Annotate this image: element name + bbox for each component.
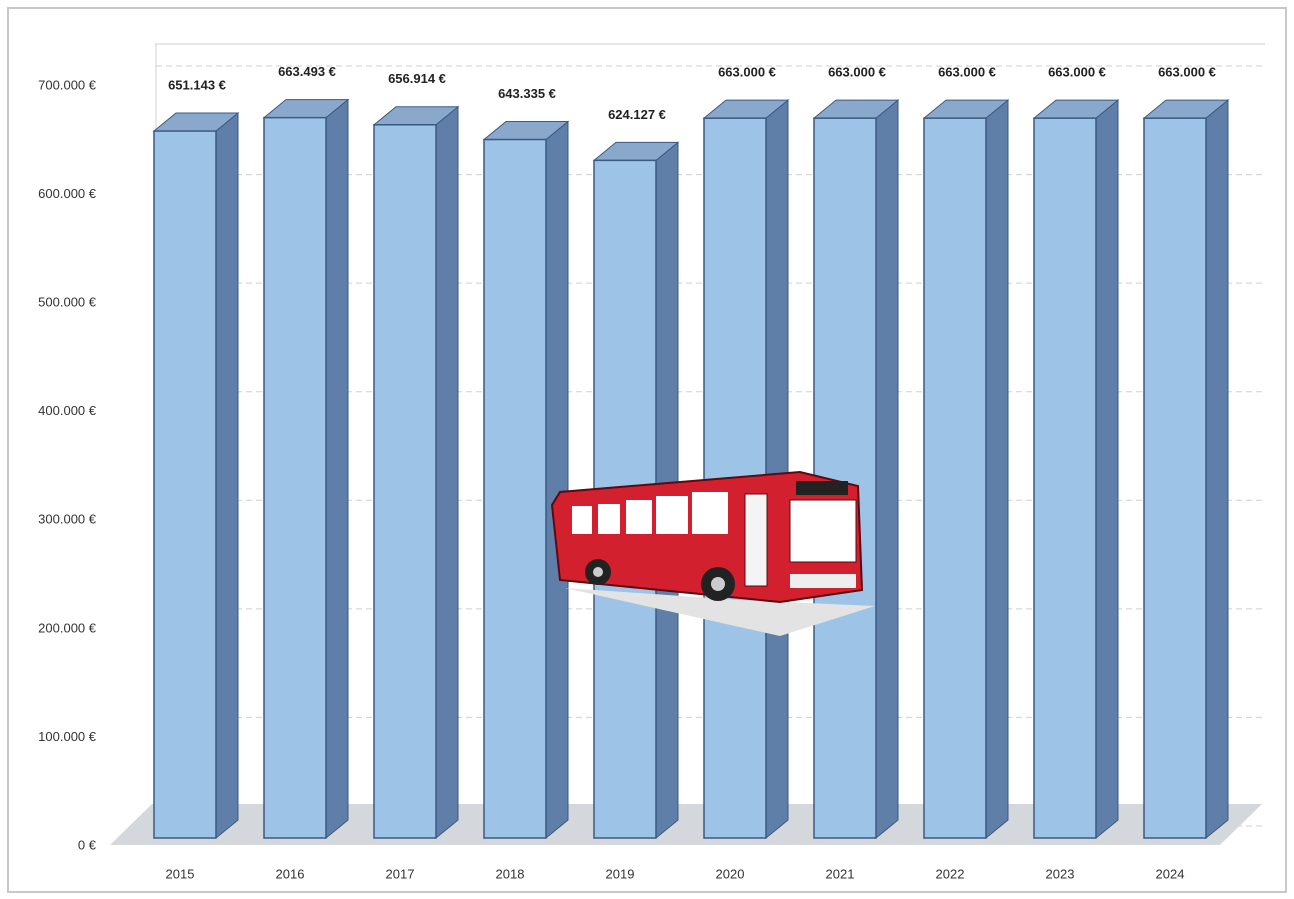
- bus-hub: [711, 577, 725, 591]
- bus-window: [626, 500, 652, 534]
- x-tick-label: 2017: [386, 866, 415, 881]
- value-label: 651.143 €: [168, 77, 226, 92]
- bar-side: [215, 111, 239, 840]
- value-label: 643.335 €: [498, 86, 556, 101]
- y-tick-label: 500.000 €: [38, 295, 97, 310]
- bus-illustration: [550, 470, 875, 636]
- bar-side: [985, 99, 1009, 840]
- bus-bumper: [790, 574, 856, 588]
- x-tick-label: 2016: [276, 866, 305, 881]
- bus-hub: [593, 567, 603, 577]
- value-label: 663.000 €: [1048, 65, 1106, 80]
- bar: [1143, 117, 1207, 839]
- bars: [152, 98, 1230, 840]
- bus-window: [598, 504, 620, 534]
- value-label: 656.914 €: [388, 71, 446, 86]
- bus-windshield: [789, 499, 857, 563]
- labels: 0 € 100.000 € 200.000 € 300.000 € 400.000 € 5…: [38, 64, 1216, 881]
- x-tick-label: 2022: [936, 866, 965, 881]
- y-tick-label: 200.000 €: [38, 620, 97, 635]
- x-tick-label: 2019: [606, 866, 635, 881]
- bus-sign: [796, 481, 848, 495]
- bus-window: [692, 492, 728, 534]
- y-tick-label: 300.000 €: [38, 512, 97, 527]
- x-tick-label: 2023: [1046, 866, 1075, 881]
- bar: [153, 130, 217, 839]
- y-tick-label: 100.000 €: [38, 729, 97, 744]
- x-tick-label: 2024: [1156, 866, 1185, 881]
- bar-side: [435, 105, 459, 840]
- bar-side: [875, 99, 899, 840]
- value-label: 663.000 €: [718, 65, 776, 80]
- value-label: 663.000 €: [828, 65, 886, 80]
- bus-shadow: [565, 588, 875, 636]
- x-tick-label: 2015: [166, 866, 195, 881]
- value-label: 663.493 €: [278, 64, 336, 79]
- bar: [923, 117, 987, 839]
- y-tick-label: 0 €: [78, 837, 97, 852]
- bar-side: [325, 98, 349, 840]
- value-label: 624.127 €: [608, 107, 666, 122]
- bar: [483, 138, 547, 839]
- value-label: 663.000 €: [938, 65, 996, 80]
- y-tick-label: 600.000 €: [38, 186, 97, 201]
- x-tick-label: 2018: [496, 866, 525, 881]
- bus-window: [656, 496, 688, 534]
- bar: [1033, 117, 1097, 839]
- bar-side: [765, 99, 789, 840]
- value-label: 663.000 €: [1158, 65, 1216, 80]
- bar-side: [1095, 99, 1119, 840]
- x-tick-label: 2020: [716, 866, 745, 881]
- x-tick-label: 2021: [826, 866, 855, 881]
- bar-side: [545, 120, 569, 840]
- y-tick-label: 700.000 €: [38, 77, 97, 92]
- bar: [373, 124, 437, 839]
- bar: [263, 116, 327, 839]
- bar-side: [1205, 99, 1229, 840]
- y-tick-label: 400.000 €: [38, 403, 97, 418]
- bus-door: [744, 493, 768, 587]
- bus-window: [572, 506, 592, 534]
